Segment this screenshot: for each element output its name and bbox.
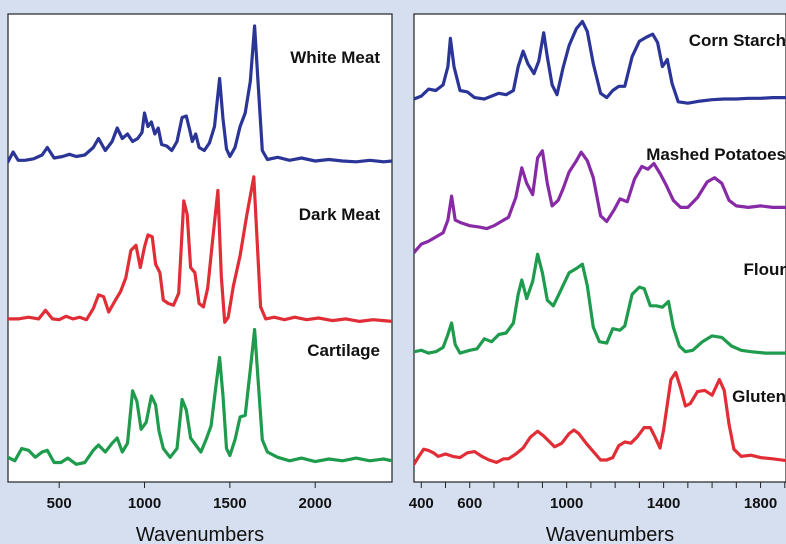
x-tick-label: 1400 (647, 495, 680, 512)
series-line-mashed-potatoes (414, 149, 786, 255)
series-label: White Meat (290, 48, 380, 67)
series-line-dark-meat (8, 175, 392, 324)
x-tick-label: 400 (409, 495, 434, 512)
x-axis-label: Wavenumbers (546, 524, 674, 544)
x-tick-label: 500 (47, 495, 72, 512)
chart-panel-2: 400 600 1000 1400 1800 Wavenumbers Corn Starch… (409, 13, 786, 544)
x-tick-label: 1500 (213, 495, 246, 512)
series-label: Gluten (732, 387, 786, 406)
series-line-corn-starch (414, 19, 786, 105)
series-line-flour (414, 252, 786, 355)
chart-panel-1: 500 1000 1500 2000 Wavenumbers White Meat Dark… (7, 13, 393, 544)
series-label: Dark Meat (299, 205, 381, 224)
x-tick-label: 1000 (128, 495, 161, 512)
series-label: Flour (744, 260, 786, 279)
x-tick-label: 2000 (299, 495, 332, 512)
series-label: Corn Starch (689, 31, 786, 50)
series-line-cartilage (8, 327, 392, 466)
plot-area (413, 13, 786, 483)
plot-area (7, 13, 393, 483)
x-tick-label: 600 (457, 495, 482, 512)
x-axis-label: Wavenumbers (136, 524, 264, 544)
x-tick-label: 1800 (744, 495, 777, 512)
series-line-gluten (414, 370, 786, 466)
x-tick-label: 1000 (550, 495, 583, 512)
series-label: Cartilage (307, 341, 380, 360)
series-line-white-meat (8, 24, 392, 164)
series-label: Mashed Potatoes (646, 145, 786, 164)
